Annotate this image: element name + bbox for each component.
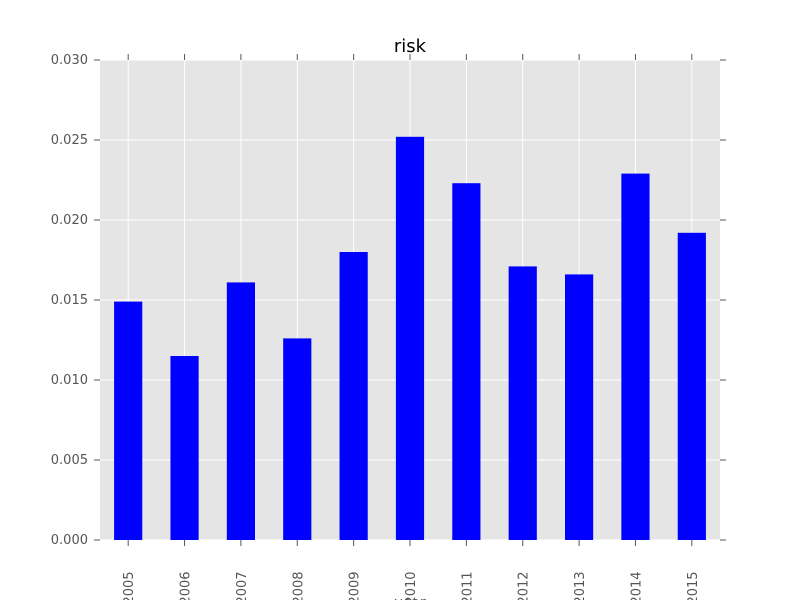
x-axis-label: year — [394, 595, 425, 600]
y-tick-label: 0.010 — [51, 373, 88, 388]
y-tick-label: 0.020 — [51, 213, 88, 228]
bar-2005 — [114, 301, 143, 540]
y-tick-label: 0.015 — [51, 293, 88, 308]
bar-2011 — [452, 183, 481, 540]
bar-2009 — [339, 252, 368, 540]
y-tick-label: 0.025 — [51, 133, 88, 148]
x-tick-label: 2008 — [291, 571, 306, 600]
y-tick-label: 0.030 — [51, 53, 88, 68]
bar-2014 — [621, 173, 650, 540]
x-tick-label: 2010 — [404, 571, 419, 600]
x-tick-label: 2011 — [460, 571, 475, 600]
bar-2010 — [395, 136, 425, 541]
y-tick-label: 0.005 — [51, 453, 88, 468]
bar-2006 — [170, 356, 199, 540]
x-tick-label: 2013 — [573, 571, 588, 600]
bar-2007 — [226, 282, 255, 540]
bar-2012 — [508, 266, 537, 540]
x-tick-label: 2005 — [122, 571, 137, 600]
bars — [114, 136, 706, 541]
chart-title: risk — [394, 36, 427, 57]
bar-2013 — [565, 274, 594, 540]
tick-labels: 0.000 0.005 0.010 0.015 0.020 0.025 0.030 2005 2… — [51, 53, 701, 600]
bar-2008 — [283, 338, 312, 540]
x-tick-label: 2009 — [348, 571, 363, 600]
x-tick-label: 2012 — [517, 571, 532, 600]
bar-2015 — [677, 232, 706, 541]
x-tick-label: 2007 — [235, 571, 250, 600]
ticks — [94, 54, 726, 546]
x-tick-label: 2015 — [686, 571, 701, 600]
x-tick-label: 2006 — [179, 571, 194, 600]
x-tick-label: 2014 — [629, 571, 644, 600]
y-tick-label: 0.000 — [51, 533, 88, 548]
